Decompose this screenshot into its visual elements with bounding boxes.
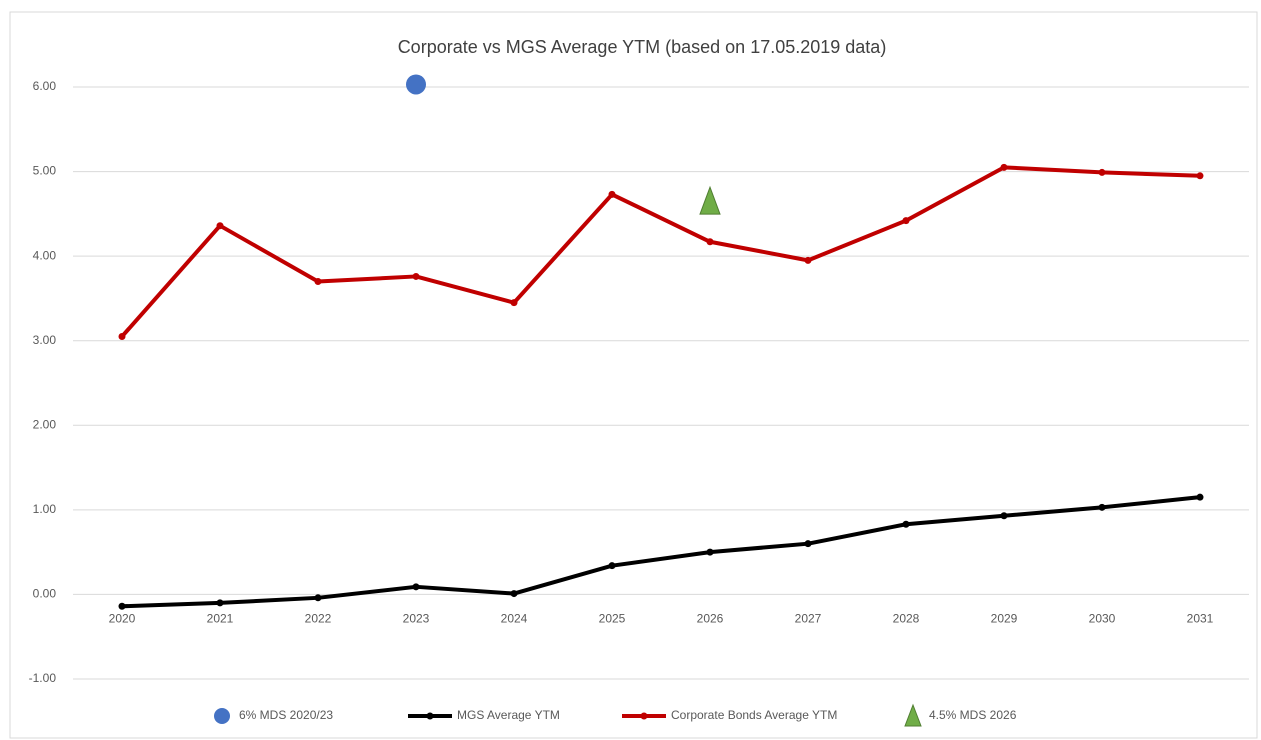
y-tick-label: 5.00 [33,164,57,178]
y-tick-label: -1.00 [29,671,57,685]
line-marker [608,190,616,198]
legend-swatch [214,708,230,724]
y-tick-label: 6.00 [33,79,57,93]
line-marker [510,299,518,307]
x-tick-label: 2024 [501,612,528,626]
point-marker [699,185,721,215]
line-marker [118,332,126,340]
legend-swatch [426,712,434,720]
y-tick-label: 1.00 [33,502,57,516]
y-tick-label: 3.00 [33,333,57,347]
line-marker [216,222,224,230]
x-tick-label: 2020 [109,612,136,626]
y-tick-label: 4.00 [33,248,57,262]
chart-title: Corporate vs MGS Average YTM (based on 1… [398,37,887,57]
line-marker [608,562,616,570]
legend-label: Corporate Bonds Average YTM [671,708,837,722]
line-marker [706,238,714,246]
line-marker [706,548,714,556]
series-line [121,495,1201,609]
line-marker [902,217,910,225]
x-tick-label: 2021 [207,612,234,626]
x-tick-label: 2023 [403,612,430,626]
line-marker [118,602,126,610]
line-marker [412,272,420,280]
y-tick-label: 0.00 [33,587,57,601]
point-marker [406,74,426,95]
x-tick-label: 2029 [991,612,1018,626]
legend-label: 4.5% MDS 2026 [929,708,1017,722]
series-line [120,165,1201,338]
chart-frame [9,11,1258,739]
line-marker [1000,163,1008,171]
line-marker [510,590,518,598]
x-tick-label: 2022 [305,612,332,626]
legend-swatch [904,703,922,727]
line-marker [1000,512,1008,520]
line-marker [216,599,224,607]
line-marker [1098,503,1106,511]
line-marker [804,540,812,548]
x-tick-label: 2028 [893,612,920,626]
x-tick-label: 2030 [1089,612,1116,626]
legend-label: MGS Average YTM [457,708,560,722]
line-marker [1196,172,1204,180]
line-marker [314,278,322,286]
line-marker [1196,493,1204,501]
line-marker [412,583,420,591]
y-tick-label: 2.00 [33,417,57,431]
line-marker [902,520,910,528]
line-marker [804,256,812,264]
line-marker [1098,168,1106,176]
x-tick-label: 2025 [599,612,626,626]
x-tick-label: 2026 [697,612,724,626]
x-tick-label: 2031 [1187,612,1214,626]
x-tick-label: 2027 [795,612,822,626]
line-marker [314,594,322,602]
legend-swatch [640,712,648,720]
legend-label: 6% MDS 2020/23 [239,708,333,722]
